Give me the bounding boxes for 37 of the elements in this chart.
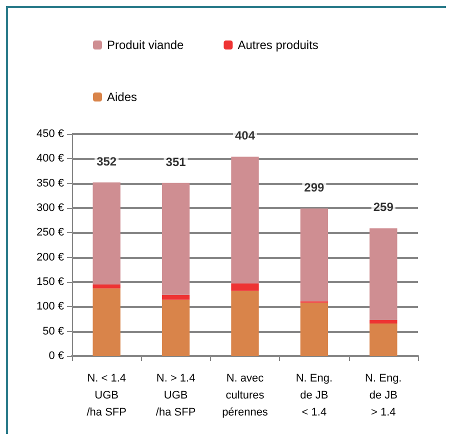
- bar: [231, 290, 259, 356]
- y-tick-label: 300 €: [36, 202, 64, 214]
- y-tick-label: 0 €: [48, 350, 64, 362]
- total-label: 352: [96, 154, 117, 168]
- bar: [92, 182, 120, 284]
- y-tick-label: 150 €: [36, 276, 64, 288]
- y-tick-label: 100 €: [36, 300, 64, 313]
- bar: [92, 288, 120, 356]
- y-tick-label: 200 €: [36, 251, 64, 264]
- x-tick-label: N. > 1.4 UGB /ha SFP: [156, 372, 196, 418]
- x-tick-label: N. avec cultures pérennes: [222, 372, 268, 418]
- bar: [300, 208, 328, 302]
- bar: [162, 300, 190, 356]
- legend-label: Autres produits: [238, 38, 318, 52]
- total-label: 351: [166, 154, 186, 169]
- y-tick-label: 400 €: [36, 152, 64, 165]
- y-tick-label: 450 €: [36, 128, 64, 140]
- bar: [370, 323, 398, 356]
- bar: [231, 156, 259, 284]
- y-tick-label: 350 €: [36, 177, 64, 190]
- y-tick-label: 50 €: [42, 325, 64, 338]
- x-tick-label: N. Eng. de JB > 1.4: [365, 372, 402, 418]
- bar: [162, 294, 190, 300]
- total-label: 404: [234, 128, 256, 143]
- total-label: 259: [373, 200, 394, 214]
- legend-label: Aides: [107, 90, 138, 104]
- bar: [370, 228, 398, 320]
- x-tick-label: N. Eng. de JB < 1.4: [296, 372, 333, 418]
- bar: [92, 284, 120, 288]
- y-tick-label: 250 €: [36, 226, 64, 239]
- bar: [370, 320, 398, 324]
- bar: [300, 302, 328, 356]
- bar: [231, 283, 259, 291]
- total-label: 299: [304, 180, 325, 194]
- legend-label: Produit viande: [107, 38, 184, 52]
- bar: [162, 182, 190, 295]
- x-tick-label: N. < 1.4 UGB /ha SFP: [86, 372, 126, 418]
